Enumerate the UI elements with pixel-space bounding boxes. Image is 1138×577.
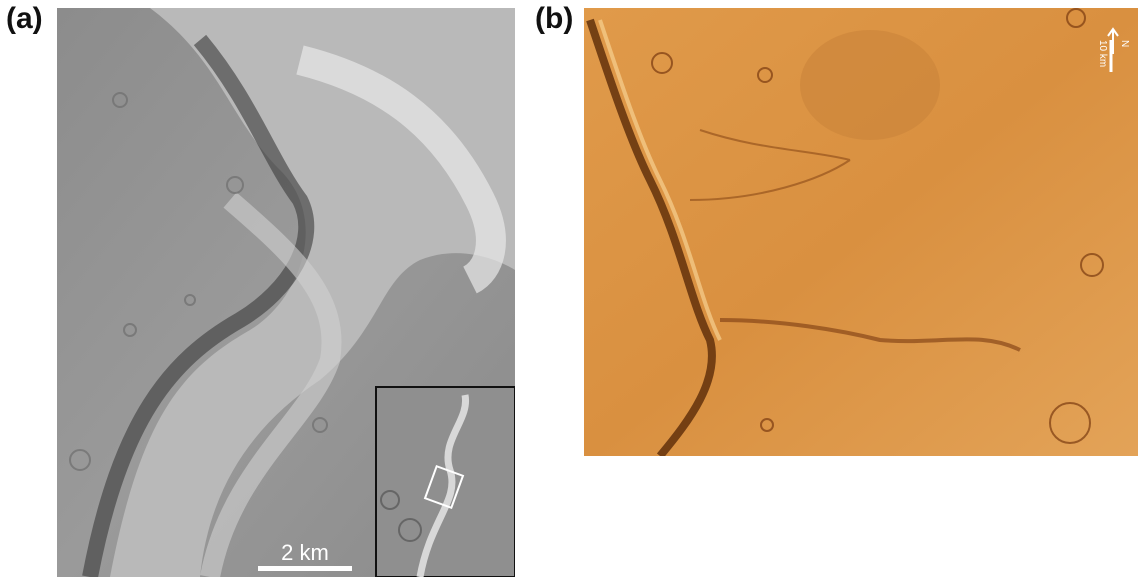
panels-image: 2 km N 10 km — [0, 0, 1138, 577]
image-b — [584, 8, 1138, 456]
scale-label: 10 km — [1097, 40, 1108, 67]
north-label: N — [1119, 40, 1130, 47]
figure: (a) (b) 2 km — [0, 0, 1138, 577]
scale-bar — [258, 566, 352, 571]
image-a — [57, 8, 515, 577]
scale-label: 2 km — [281, 540, 329, 565]
